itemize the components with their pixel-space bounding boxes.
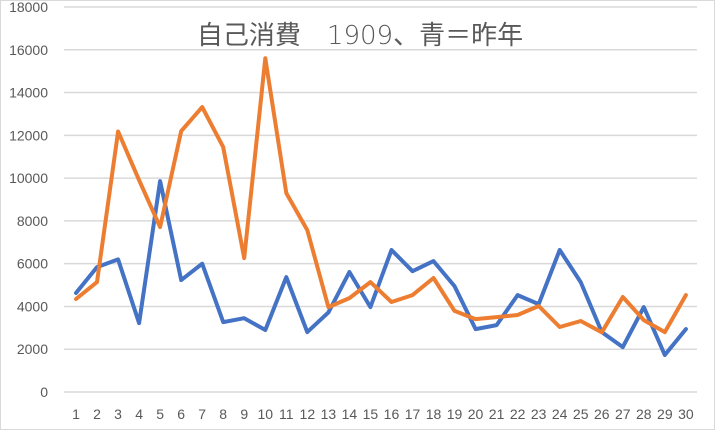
y-tick-label: 0 [40,384,48,400]
x-tick-label: 30 [678,406,694,422]
x-tick-label: 10 [257,406,273,422]
y-tick-label: 18000 [9,0,48,15]
x-tick-label: 16 [384,406,400,422]
x-tick-label: 7 [198,406,206,422]
x-tick-label: 12 [300,406,316,422]
x-tick-label: 5 [156,406,164,422]
x-tick-label: 17 [405,406,421,422]
y-axis-labels: 0 2000 4000 6000 8000 10000 12000 14000 16000 180… [9,0,48,400]
x-tick-label: 14 [342,406,358,422]
y-tick-label: 6000 [17,256,48,272]
y-tick-label: 10000 [9,170,48,186]
y-tick-label: 16000 [9,42,48,58]
x-axis-labels: 1 2 3 4 5 6 7 8 9 10 11 12 13 14 15 16 17 18 19 20 21 22 23 24 2… [72,406,694,422]
y-tick-label: 8000 [17,213,48,229]
x-tick-label: 22 [510,406,526,422]
y-tick-label: 2000 [17,341,48,357]
x-tick-label: 13 [321,406,337,422]
x-tick-label: 2 [93,406,101,422]
x-tick-label: 20 [468,406,484,422]
gridlines [64,6,697,393]
chart-title: 自己消費 1909、青＝昨年 [197,21,523,51]
x-tick-label: 6 [177,406,185,422]
y-tick-label: 4000 [17,298,48,314]
x-tick-label: 3 [114,406,122,422]
x-tick-label: 21 [489,406,505,422]
x-tick-label: 8 [219,406,227,422]
x-tick-label: 1 [72,406,80,422]
x-tick-label: 11 [279,406,294,422]
x-tick-label: 25 [573,406,589,422]
x-tick-label: 29 [657,406,673,422]
x-tick-label: 24 [552,406,568,422]
x-tick-label: 15 [363,406,379,422]
x-tick-label: 28 [636,406,652,422]
series-line-this-year [74,56,688,335]
series-line-last-year [74,179,688,357]
x-tick-label: 9 [240,406,248,422]
x-tick-label: 27 [615,406,631,422]
y-tick-label: 14000 [9,85,48,101]
series-lines [74,56,688,357]
x-tick-label: 23 [531,406,547,422]
x-tick-label: 26 [594,406,610,422]
x-tick-label: 18 [426,406,442,422]
x-tick-label: 19 [447,406,463,422]
y-tick-label: 12000 [9,127,48,143]
x-tick-label: 4 [135,406,143,422]
